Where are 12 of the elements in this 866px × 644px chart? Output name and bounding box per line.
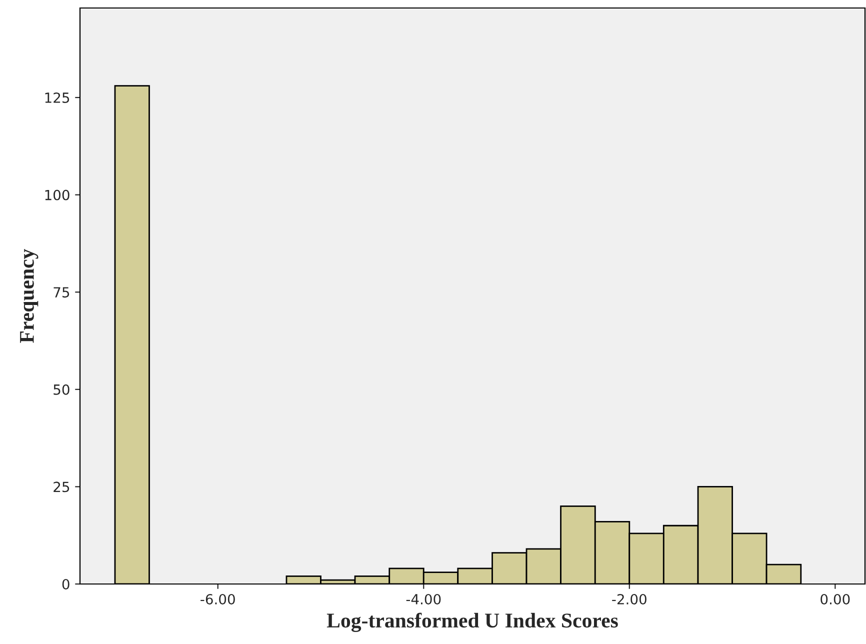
y-tick-label: 0 <box>62 578 70 590</box>
y-tick-label: 50 <box>54 384 70 395</box>
x-tick-label: 0.00 <box>820 594 850 604</box>
y-tick-label: 125 <box>45 92 70 103</box>
y-tick-label: 100 <box>45 190 70 200</box>
x-tick-label: -6.00 <box>200 594 235 604</box>
x-tick-label: -2.00 <box>612 594 646 604</box>
y-tick-label: 75 <box>54 287 70 298</box>
x-tick-label: -4.00 <box>406 594 441 604</box>
y-axis-title: Frequency <box>20 248 38 343</box>
x-axis-title: Log-transformed U Index Scores <box>326 612 618 632</box>
y-tick-label: 25 <box>54 482 70 492</box>
